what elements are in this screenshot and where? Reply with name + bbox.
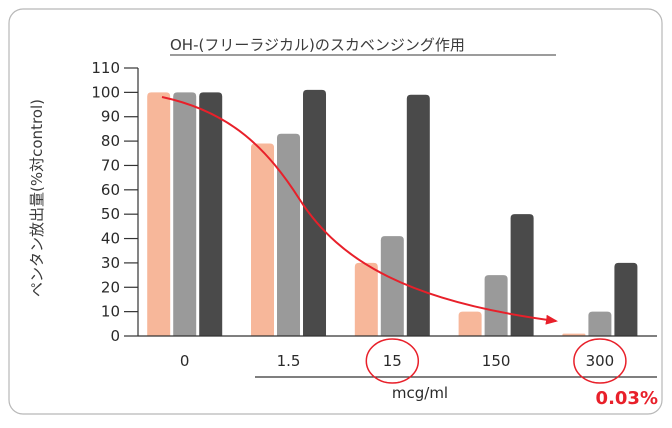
bar-series3-1.5 [303,89,327,336]
y-tick-label: 70 [101,156,120,174]
bar-series3-300 [614,262,638,336]
bar-series1-300 [562,333,586,336]
bar-series3-0 [199,92,223,336]
highlight-circle-300 [573,338,627,384]
y-tick-label: 80 [101,132,120,150]
chart-title: OH-(フリーラジカル)のスカベンジング作用 [170,36,465,54]
y-tick-label: 50 [101,205,120,223]
y-tick-label: 100 [91,83,120,101]
bar-series3-15 [406,94,430,336]
bar-series2-1.5 [277,133,301,336]
y-tick-label: 60 [101,181,120,199]
x-tick-label: 150 [482,352,511,370]
bar-series2-15 [380,236,404,336]
x-tick-label: 0 [180,352,190,370]
x-tick-label: 15 [383,352,402,370]
bar-series1-15 [354,262,378,336]
trend-arrow [161,96,558,325]
x-axis-label: mcg/ml [392,384,448,402]
bar-series2-150 [484,275,508,336]
x-tick-label: 300 [586,352,615,370]
y-tick-label: 20 [101,278,120,296]
bar-series1-1.5 [251,143,275,336]
highlight-circles [365,338,627,384]
y-tick-label: 10 [101,303,120,321]
y-tick-label: 30 [101,254,120,272]
x-axis: 0 1.5 15 150 300 [138,335,657,370]
y-axis: 0 10 20 30 40 50 60 70 80 90 100 110 [91,59,139,345]
bar-series1-0 [147,92,171,336]
bar-series1-150 [458,311,482,336]
bar-series3-150 [510,214,534,336]
y-tick-label: 90 [101,108,120,126]
highlight-circle-15 [365,338,420,384]
bar-series2-300 [588,311,612,336]
x-tick-label: 1.5 [277,352,301,370]
y-tick-label: 40 [101,230,120,248]
bar-series2-0 [173,92,197,336]
concentration-annotation: 0.03% [596,388,658,409]
y-tick-label: 0 [110,327,120,345]
y-tick-label: 110 [91,59,120,77]
bars [147,89,638,336]
y-axis-label: ペンタン放出量(%対control) [28,99,46,297]
